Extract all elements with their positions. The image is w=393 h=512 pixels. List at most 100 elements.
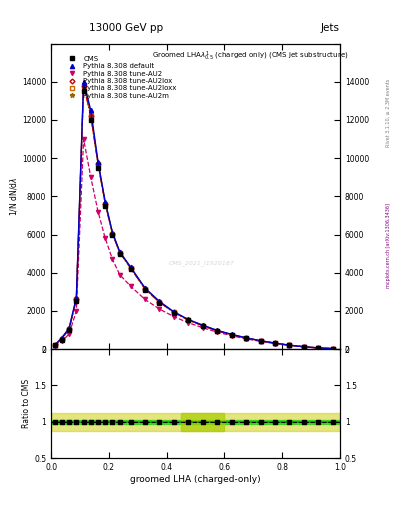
Pythia 8.308 tune-AU2 xyxy=(157,306,162,312)
Pythia 8.308 default xyxy=(200,322,205,328)
Pythia 8.308 tune-AU2loxx xyxy=(331,346,335,352)
Pythia 8.308 tune-AU2 xyxy=(128,283,133,289)
Pythia 8.308 tune-AU2lox xyxy=(301,344,306,350)
Pythia 8.308 tune-AU2 xyxy=(52,343,57,349)
Text: mcplots.cern.ch [arXiv:1306.3436]: mcplots.cern.ch [arXiv:1306.3436] xyxy=(386,203,391,288)
Pythia 8.308 tune-AU2 xyxy=(229,333,234,339)
Pythia 8.308 tune-AU2 xyxy=(67,331,72,337)
Pythia 8.308 tune-AU2 xyxy=(171,313,176,319)
Pythia 8.308 tune-AU2 xyxy=(301,344,306,350)
Pythia 8.308 tune-AU2loxx xyxy=(143,286,147,292)
Pythia 8.308 tune-AU2loxx xyxy=(103,201,108,207)
Pythia 8.308 default xyxy=(331,346,335,352)
Pythia 8.308 default xyxy=(60,334,64,340)
Pythia 8.308 tune-AU2lox xyxy=(81,82,86,89)
Pythia 8.308 tune-AU2m xyxy=(143,285,147,291)
Pythia 8.308 tune-AU2 xyxy=(244,336,248,342)
Pythia 8.308 tune-AU2m xyxy=(74,295,79,302)
Pythia 8.308 default xyxy=(118,249,122,255)
Pythia 8.308 tune-AU2loxx xyxy=(258,338,263,344)
CMS xyxy=(171,310,176,316)
Pythia 8.308 tune-AU2loxx xyxy=(74,296,79,303)
Text: 13000 GeV pp: 13000 GeV pp xyxy=(89,23,163,33)
Pythia 8.308 tune-AU2m xyxy=(103,200,108,206)
Pythia 8.308 tune-AU2lox xyxy=(171,309,176,315)
Pythia 8.308 default xyxy=(143,285,147,291)
Text: CMS_2021_I1920187: CMS_2021_I1920187 xyxy=(168,261,234,266)
Pythia 8.308 tune-AU2loxx xyxy=(301,344,306,350)
Line: Pythia 8.308 tune-AU2loxx: Pythia 8.308 tune-AU2loxx xyxy=(53,83,335,351)
Line: Pythia 8.308 default: Pythia 8.308 default xyxy=(53,80,335,351)
Pythia 8.308 tune-AU2m xyxy=(88,111,93,117)
Pythia 8.308 tune-AU2 xyxy=(273,340,277,347)
Pythia 8.308 tune-AU2 xyxy=(74,308,79,314)
Pythia 8.308 tune-AU2loxx xyxy=(128,265,133,271)
Pythia 8.308 tune-AU2lox xyxy=(244,335,248,341)
Pythia 8.308 default xyxy=(88,108,93,114)
Pythia 8.308 tune-AU2 xyxy=(60,338,64,345)
Pythia 8.308 tune-AU2loxx xyxy=(110,230,115,237)
Pythia 8.308 tune-AU2m xyxy=(110,230,115,236)
Y-axis label: Ratio to CMS: Ratio to CMS xyxy=(22,379,31,428)
CMS xyxy=(95,164,100,170)
Text: Rivet 3.1.10, ≥ 2.3M events: Rivet 3.1.10, ≥ 2.3M events xyxy=(386,78,391,147)
Pythia 8.308 tune-AU2 xyxy=(287,343,292,349)
Pythia 8.308 tune-AU2lox xyxy=(287,342,292,348)
Pythia 8.308 tune-AU2 xyxy=(200,325,205,331)
CMS xyxy=(200,323,205,329)
Pythia 8.308 default xyxy=(52,342,57,348)
Pythia 8.308 tune-AU2loxx xyxy=(273,340,277,346)
Pythia 8.308 tune-AU2 xyxy=(215,329,220,335)
Pythia 8.308 tune-AU2loxx xyxy=(171,309,176,315)
CMS xyxy=(273,340,277,346)
Pythia 8.308 tune-AU2loxx xyxy=(186,317,191,323)
Pythia 8.308 tune-AU2lox xyxy=(88,113,93,119)
Pythia 8.308 tune-AU2m xyxy=(316,345,321,351)
CMS xyxy=(74,298,79,305)
Pythia 8.308 tune-AU2m xyxy=(95,160,100,166)
Pythia 8.308 tune-AU2m xyxy=(229,331,234,337)
Pythia 8.308 default xyxy=(244,335,248,341)
CMS xyxy=(128,266,133,272)
CMS xyxy=(229,332,234,338)
Pythia 8.308 default xyxy=(67,325,72,331)
Pythia 8.308 tune-AU2 xyxy=(331,346,335,352)
Pythia 8.308 tune-AU2lox xyxy=(128,265,133,271)
Pythia 8.308 tune-AU2 xyxy=(143,296,147,303)
Pythia 8.308 tune-AU2loxx xyxy=(81,82,86,89)
Pythia 8.308 tune-AU2 xyxy=(186,319,191,326)
Pythia 8.308 tune-AU2 xyxy=(81,136,86,142)
CMS xyxy=(110,231,115,238)
Pythia 8.308 tune-AU2lox xyxy=(74,296,79,303)
Pythia 8.308 tune-AU2lox xyxy=(143,286,147,292)
Pythia 8.308 tune-AU2m xyxy=(186,316,191,323)
Pythia 8.308 tune-AU2m xyxy=(118,249,122,255)
Pythia 8.308 tune-AU2 xyxy=(258,338,263,345)
Pythia 8.308 tune-AU2lox xyxy=(258,338,263,344)
Text: Groomed LHA$\lambda^{1}_{0.5}$ (charged only) (CMS jet substructure): Groomed LHA$\lambda^{1}_{0.5}$ (charged … xyxy=(152,50,349,63)
Pythia 8.308 tune-AU2lox xyxy=(157,299,162,305)
Pythia 8.308 tune-AU2loxx xyxy=(88,113,93,119)
Pythia 8.308 tune-AU2loxx xyxy=(215,328,220,334)
Pythia 8.308 tune-AU2lox xyxy=(215,328,220,334)
Pythia 8.308 default xyxy=(215,327,220,333)
Pythia 8.308 tune-AU2 xyxy=(88,174,93,180)
Pythia 8.308 tune-AU2lox xyxy=(103,201,108,207)
Bar xyxy=(51,420,340,424)
Pythia 8.308 tune-AU2loxx xyxy=(287,342,292,348)
Pythia 8.308 tune-AU2m xyxy=(258,338,263,344)
Pythia 8.308 default xyxy=(186,316,191,323)
Pythia 8.308 tune-AU2 xyxy=(316,345,321,351)
Pythia 8.308 tune-AU2m xyxy=(60,335,64,341)
Pythia 8.308 tune-AU2 xyxy=(110,257,115,263)
Pythia 8.308 default xyxy=(157,298,162,305)
Pythia 8.308 tune-AU2m xyxy=(244,335,248,341)
Pythia 8.308 tune-AU2lox xyxy=(186,317,191,323)
Pythia 8.308 tune-AU2loxx xyxy=(118,249,122,255)
Pythia 8.308 tune-AU2loxx xyxy=(95,161,100,167)
Pythia 8.308 tune-AU2lox xyxy=(316,345,321,351)
Pythia 8.308 tune-AU2lox xyxy=(110,230,115,237)
Pythia 8.308 default xyxy=(110,229,115,236)
Pythia 8.308 tune-AU2loxx xyxy=(316,345,321,351)
CMS xyxy=(258,338,263,344)
